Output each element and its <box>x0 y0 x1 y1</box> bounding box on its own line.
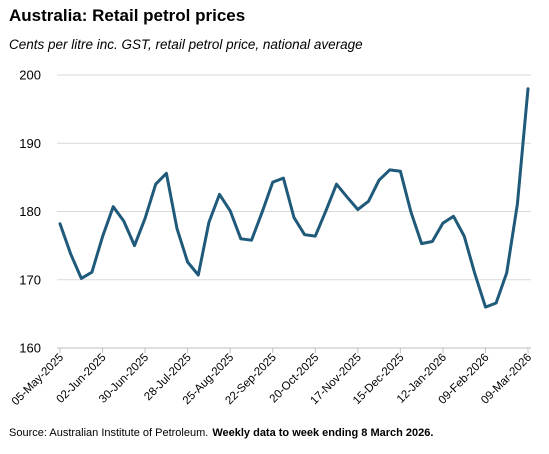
chart-title: Australia: Retail petrol prices <box>9 6 246 25</box>
y-tick-label-160: 160 <box>19 341 41 356</box>
series-layer <box>58 87 530 309</box>
y-tick-label-200: 200 <box>19 68 41 83</box>
chart-subtitle: Cents per litre inc. GST, retail petrol … <box>9 37 363 52</box>
source-text: Source: Australian Institute of Petroleu… <box>9 427 209 439</box>
gridlines <box>57 74 531 281</box>
y-tick-label-180: 180 <box>19 204 41 219</box>
y-tick-label-170: 170 <box>19 272 41 287</box>
source-note: Source: Australian Institute of Petroleu… <box>9 427 433 439</box>
y-axis-ticks: 160 170 180 190 200 <box>19 68 41 356</box>
data-note: Weekly data to week ending 8 March 2026. <box>212 427 434 439</box>
y-tick-label-190: 190 <box>19 136 41 151</box>
series-line-petrol-price <box>58 87 530 309</box>
x-axis-ticks: 05-May-202502-Jun-202530-Jun-202528-Jul-… <box>10 348 534 408</box>
